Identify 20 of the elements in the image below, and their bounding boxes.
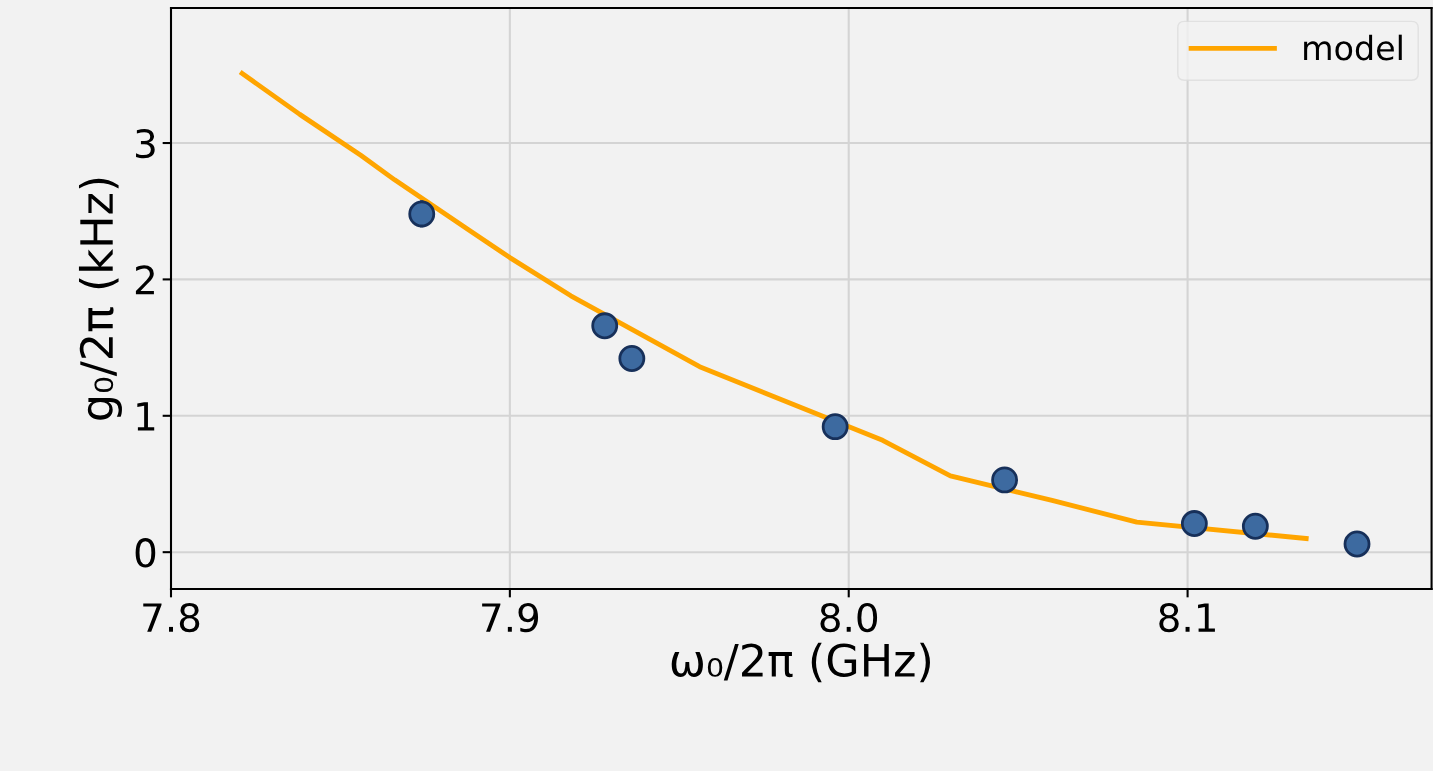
x-tick-label: 7.9: [482, 602, 539, 633]
y-axis-title: g₀/2π (kHz): [78, 178, 122, 420]
point: [408, 200, 436, 228]
x-axis-title: ω₀/2π (GHz): [671, 642, 930, 683]
point: [1180, 510, 1208, 537]
point: [821, 413, 849, 441]
point: [618, 345, 646, 372]
point: [991, 466, 1019, 494]
y-tick-label: 1: [137, 402, 155, 431]
y-tick-label: 2: [135, 265, 154, 295]
y-tick-label: 0: [135, 538, 156, 568]
point: [1241, 512, 1269, 540]
line-series: [239, 71, 1309, 541]
x-tick-label: 8.0: [820, 602, 878, 633]
x-tick-label: 7.8: [143, 602, 200, 633]
point: [1343, 530, 1371, 558]
x-tick-label: 8.1: [1159, 602, 1215, 633]
point: [591, 312, 619, 340]
legend-label: model: [1304, 34, 1402, 61]
y-tick-label: 3: [136, 128, 155, 159]
